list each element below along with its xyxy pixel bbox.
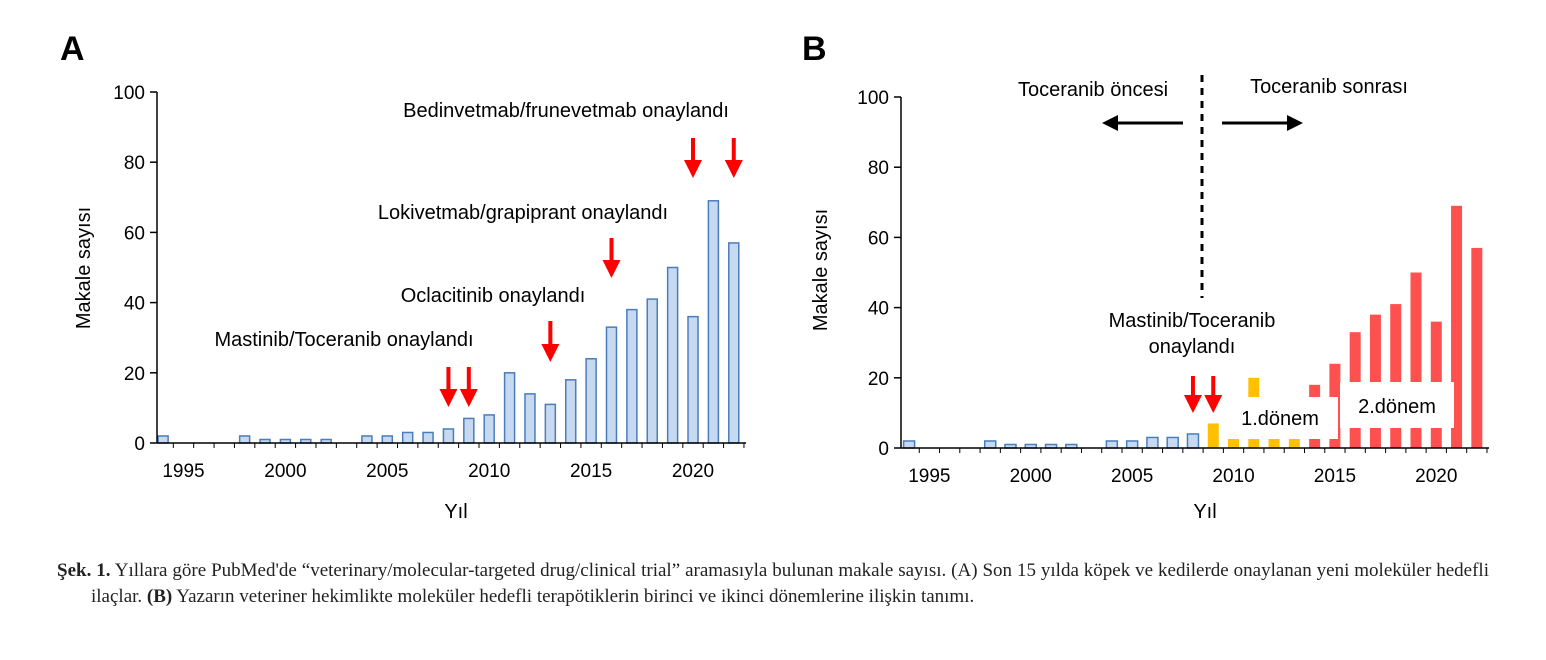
panel-b: B Makale sayısı Yıl 0 20 40 60 80 100 1995 2000… [802,30,1489,523]
red-arrow-icon-a-2022 [724,138,743,178]
bar-a-1994 [157,435,169,444]
label-toceranib-after: Toceranib sonrası [1250,76,1408,98]
x-tick-label-a-1995: 1995 [162,461,204,482]
bar-b-2019 [1410,272,1422,448]
x-tick-label-a-2005: 2005 [366,461,408,482]
bar-a-2019 [666,266,679,444]
bar-b-2004 [1105,440,1119,449]
period1-label-box [1222,397,1338,439]
y-tick-label-a-100: 100 [113,83,145,104]
period2-label-box [1340,382,1454,428]
arrow-right-icon [1222,115,1303,131]
bar-a-2018 [646,298,658,444]
bar-a-2015 [585,358,597,444]
bar-a-2005 [381,435,394,444]
label-approval-line2: onaylandı [1149,336,1236,358]
bar-a-2014 [564,379,577,444]
bar-b-1998 [983,440,997,449]
y-tick-label-b-40: 40 [868,299,889,320]
caption-bold-b: (B) [146,586,173,607]
red-arrow-icon-a-2009 [459,367,478,407]
x-tick-label-a-2020: 2020 [672,461,714,482]
label-period-1: 1.dönem [1241,408,1319,430]
panel-a-y-axis-title: Makale sayısı [73,207,95,329]
bar-b-2009 [1207,423,1219,448]
annotation-lokivetmab: Lokivetmab/grapiprant onaylandı [378,202,668,224]
panel-b-arrows [1183,376,1223,413]
panel-a-letter: A [60,30,85,68]
bar-a-2021 [707,200,720,444]
panel-b-x-axis-title: Yıl [1193,501,1216,523]
panel-a: A Makale sayısı Yıl 0 20 40 60 80 100 1995 2000… [60,30,746,523]
figure-caption: Şek. 1. Yıllara göre PubMed'de “veterina… [57,558,1489,610]
bar-a-2012 [524,393,536,444]
bar-b-2022 [1471,247,1483,448]
bar-a-2008 [442,428,455,444]
arrow-left-icon [1102,115,1183,131]
bar-a-2010 [483,414,495,444]
x-tick-label-b-2005: 2005 [1111,466,1153,487]
panel-a-axes: 0 20 40 60 80 100 1995 2000 2005 2010 2015 2020 [113,83,746,482]
annotation-mastinib-toceranib: Mastinib/Toceranib onaylandı [214,329,473,351]
bar-a-2017 [626,308,638,444]
bar-b-2018 [1390,304,1402,448]
red-arrow-icon-a-2020 [684,138,703,178]
bar-b-2008 [1186,433,1200,449]
bar-a-2009 [463,417,475,444]
red-arrow-icon-a-2008 [439,367,458,407]
bar-a-2016 [605,326,618,444]
x-tick-label-b-2020: 2020 [1415,466,1457,487]
x-tick-label-a-2000: 2000 [264,461,306,482]
panel-b-y-axis-title: Makale sayısı [810,209,832,331]
bar-a-2020 [687,315,699,444]
annotation-bedinvetmab: Bedinvetmab/frunevetmab onaylandı [403,100,729,122]
caption-lead: Şek. 1. [57,560,111,581]
y-tick-label-b-0: 0 [878,439,889,460]
y-tick-label-b-20: 20 [868,369,889,390]
y-tick-label-a-80: 80 [124,153,145,174]
bar-b-1994 [902,440,916,449]
y-tick-label-b-80: 80 [868,158,889,179]
bar-b-2005 [1125,440,1139,449]
y-tick-label-b-100: 100 [857,88,889,109]
bar-a-2007 [422,431,434,444]
y-tick-label-a-20: 20 [124,364,145,385]
x-tick-label-b-2000: 2000 [1010,466,1052,487]
caption-text-2: Yazarın veteriner hekimlikte moleküler h… [172,586,975,607]
bar-a-2022 [728,242,740,444]
y-tick-label-a-40: 40 [124,294,145,315]
label-period-2: 2.dönem [1358,396,1436,418]
panel-a-bars [157,200,740,444]
red-arrow-icon-b-2009 [1204,376,1223,413]
x-tick-label-a-2015: 2015 [570,461,612,482]
y-tick-label-a-0: 0 [134,434,145,455]
bar-a-2013 [544,403,557,444]
caption-text-1: Yıllara göre PubMed'de “veterinary/molec… [91,560,1489,607]
x-tick-label-b-2010: 2010 [1212,466,1254,487]
bar-a-1998 [238,435,251,444]
bar-a-2004 [361,435,373,444]
panel-b-axes: 0 20 40 60 80 100 1995 2000 2005 2010 2015 2020 [857,88,1489,487]
red-arrow-icon-b-2008 [1183,376,1202,413]
x-tick-label-b-1995: 1995 [908,466,950,487]
y-tick-label-a-60: 60 [124,223,145,244]
red-arrow-icon-a-2016 [602,238,621,278]
y-tick-label-b-60: 60 [868,228,889,249]
red-arrow-icon-a-2013 [541,321,560,362]
label-toceranib-before: Toceranib öncesi [1018,79,1168,101]
panel-a-x-axis-title: Yıl [444,501,467,523]
bar-b-2021 [1451,205,1463,448]
bar-b-2017 [1369,314,1381,448]
x-tick-label-b-2015: 2015 [1314,466,1356,487]
bar-b-2007 [1166,436,1179,449]
panel-a-annotations: Bedinvetmab/frunevetmab onaylandı Lokive… [214,100,743,407]
bar-a-2011 [503,372,516,444]
panel-b-letter: B [802,30,827,68]
bar-a-2006 [401,431,414,444]
annotation-oclacitinib: Oclacitinib onaylandı [401,285,586,307]
bar-b-2006 [1146,436,1159,449]
x-tick-label-a-2010: 2010 [468,461,510,482]
label-approval-line1: Mastinib/Toceranib [1109,310,1276,332]
